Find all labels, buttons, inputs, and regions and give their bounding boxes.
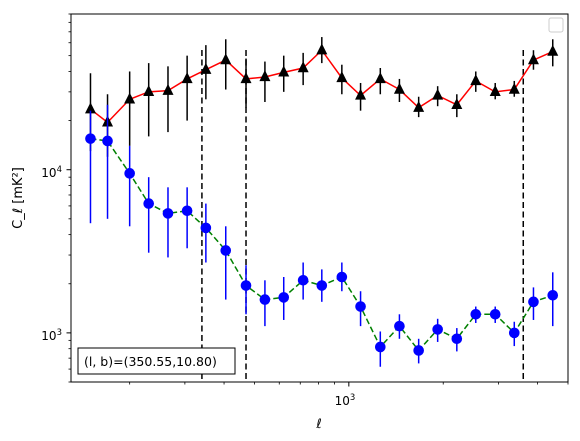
point-0-7 [220, 53, 232, 65]
vlines-layer [201, 50, 525, 382]
point-0-21 [489, 85, 501, 97]
point-0-8 [240, 72, 252, 84]
point-0-4 [162, 83, 174, 95]
x-axis-label: ℓ [315, 417, 321, 432]
annotation-box [77, 347, 236, 375]
point-0-6 [200, 62, 212, 74]
point-0-15 [374, 72, 386, 84]
point-1-16 [394, 320, 405, 332]
point-1-1 [102, 135, 113, 147]
plot-frame [70, 13, 569, 383]
point-1-5 [181, 205, 193, 217]
point-1-9 [259, 294, 271, 305]
y-ticks [66, 13, 71, 383]
point-1-24 [547, 289, 559, 301]
series-1 [85, 104, 559, 367]
series-line-1 [90, 137, 553, 352]
point-0-2 [124, 92, 136, 104]
point-0-9 [259, 70, 271, 82]
x-tick-labels: 103 [335, 393, 356, 408]
point-1-20 [470, 308, 482, 320]
point-0-11 [297, 61, 309, 73]
y-tick-label-1e4: 104 [41, 165, 62, 180]
point-1-15 [375, 341, 386, 353]
point-1-23 [528, 296, 539, 308]
point-0-14 [355, 88, 367, 100]
series-layer [84, 37, 559, 367]
point-0-0 [84, 102, 96, 114]
legend-box [548, 17, 564, 33]
point-1-18 [432, 324, 443, 335]
point-1-11 [297, 275, 309, 286]
point-0-5 [181, 72, 193, 84]
point-0-22 [508, 82, 520, 94]
point-1-0 [85, 133, 96, 144]
point-0-18 [432, 88, 444, 100]
point-1-8 [240, 280, 252, 291]
point-1-19 [451, 333, 463, 345]
x-tick-label-1e3-exp: 3 [350, 393, 355, 403]
y-tick-label-1e4-base: 10 [41, 166, 56, 180]
point-0-23 [527, 53, 539, 65]
point-1-12 [316, 280, 328, 291]
x-tick-label-1e3-base: 10 [335, 394, 350, 408]
point-0-19 [451, 97, 463, 109]
x-ticks [129, 382, 569, 387]
point-1-7 [220, 245, 232, 256]
point-0-3 [143, 85, 155, 97]
y-axis-label: C_ℓ [mK²] [11, 167, 26, 229]
y-tick-label-1e3-base: 10 [41, 329, 56, 343]
point-0-10 [278, 65, 290, 77]
point-1-21 [489, 308, 501, 320]
point-1-17 [413, 345, 424, 356]
y-tick-label-1e3-exp: 3 [57, 328, 62, 338]
point-1-14 [355, 301, 366, 312]
y-tick-labels: 103 104 [41, 165, 62, 343]
x-tick-label-1e3: 103 [335, 393, 356, 408]
point-0-17 [413, 100, 425, 112]
point-0-16 [393, 82, 405, 94]
annotation-text: (l, b)=(350.55,10.80) [84, 354, 217, 369]
point-1-6 [200, 222, 212, 234]
y-tick-label-1e3: 103 [41, 328, 62, 343]
y-tick-label-1e4-exp: 4 [57, 165, 62, 175]
point-1-22 [508, 327, 520, 339]
point-1-10 [278, 292, 290, 303]
point-1-13 [336, 271, 348, 283]
point-0-20 [470, 74, 482, 86]
point-0-24 [547, 44, 559, 56]
point-1-4 [162, 208, 174, 219]
point-0-13 [336, 71, 348, 83]
point-1-3 [143, 198, 154, 209]
point-1-2 [124, 168, 135, 179]
series-0 [84, 37, 559, 157]
point-0-12 [316, 43, 328, 55]
